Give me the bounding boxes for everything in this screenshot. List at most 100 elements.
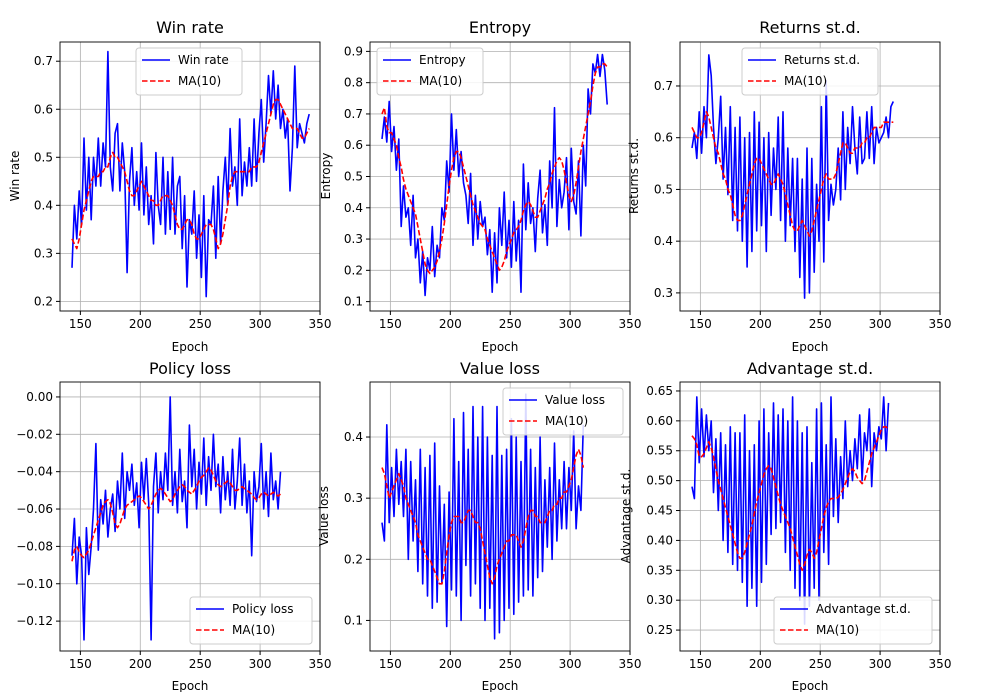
x-tick-label: 150 xyxy=(69,657,92,671)
y-tick-label: 0.45 xyxy=(646,504,673,518)
x-tick-label: 200 xyxy=(439,317,462,331)
series-line xyxy=(381,393,585,640)
legend-entry-ma: MA(10) xyxy=(784,74,827,88)
series-line xyxy=(71,467,281,562)
legend-entry-series: Advantage st.d. xyxy=(816,602,911,616)
x-tick-label: 200 xyxy=(749,657,772,671)
y-tick-label: 0.6 xyxy=(654,131,673,145)
x-tick-label: 200 xyxy=(129,657,152,671)
x-tick-label: 250 xyxy=(189,317,212,331)
y-tick-label: 0.5 xyxy=(34,150,53,164)
x-tick-label: 200 xyxy=(439,657,462,671)
y-tick-label: 0.00 xyxy=(26,390,53,404)
y-tick-label: 0.3 xyxy=(654,286,673,300)
x-tick-label: 350 xyxy=(619,657,642,671)
x-tick-label: 350 xyxy=(929,657,952,671)
x-tick-label: 350 xyxy=(619,317,642,331)
y-tick-label: 0.7 xyxy=(34,54,53,68)
y-tick-label: 0.1 xyxy=(344,613,363,627)
panel-title: Win rate xyxy=(156,18,224,37)
axes-frame xyxy=(59,381,321,652)
x-tick-label: 300 xyxy=(559,657,582,671)
y-tick-label: 0.30 xyxy=(646,593,673,607)
y-tick-label: 0.6 xyxy=(34,102,53,116)
y-tick-label: −0.04 xyxy=(16,465,53,479)
x-tick-label: 250 xyxy=(809,317,832,331)
x-tick-label: 200 xyxy=(129,317,152,331)
y-tick-label: 0.25 xyxy=(646,623,673,637)
y-tick-label: 0.2 xyxy=(344,263,363,277)
y-tick-label: 0.55 xyxy=(646,444,673,458)
legend: Policy loss MA(10) xyxy=(189,596,313,645)
x-axis-label: Epoch xyxy=(792,679,829,692)
x-tick-label: 350 xyxy=(309,317,332,331)
x-tick-label: 150 xyxy=(689,317,712,331)
series-line xyxy=(71,50,310,298)
y-tick-label: 0.2 xyxy=(344,552,363,566)
panel-value-loss: Value loss Epoch Value loss 150 200 250 300… xyxy=(317,359,641,692)
axes-frame xyxy=(369,381,631,652)
legend-entry-series: Entropy xyxy=(419,53,466,67)
legend: Win rate MA(10) xyxy=(135,47,243,96)
y-tick-label: 0.1 xyxy=(344,295,363,309)
legend-entry-ma: MA(10) xyxy=(232,623,275,637)
x-tick-label: 300 xyxy=(559,317,582,331)
x-tick-label: 150 xyxy=(379,657,402,671)
y-tick-label: 0.2 xyxy=(34,294,53,308)
y-tick-label: 0.5 xyxy=(654,182,673,196)
y-tick-label: 0.3 xyxy=(34,246,53,260)
x-tick-label: 350 xyxy=(309,657,332,671)
x-tick-label: 200 xyxy=(749,317,772,331)
panel-title: Returns st.d. xyxy=(759,18,860,37)
y-tick-label: −0.08 xyxy=(16,539,53,553)
y-tick-label: 0.3 xyxy=(344,491,363,505)
legend-entry-series: Value loss xyxy=(545,393,605,407)
y-tick-label: 0.40 xyxy=(646,533,673,547)
y-tick-label: −0.06 xyxy=(16,502,53,516)
y-tick-label: 0.4 xyxy=(344,430,363,444)
panel-win-rate: Win rate Epoch Win rate 150 200 250 300 350 0… xyxy=(8,18,331,354)
legend-entry-series: Win rate xyxy=(178,53,229,67)
y-tick-label: 0.50 xyxy=(646,474,673,488)
x-tick-label: 300 xyxy=(249,657,272,671)
x-tick-label: 150 xyxy=(379,317,402,331)
panel-advantage-std: Advantage st.d. Epoch Advantage st.d. 15… xyxy=(619,359,951,692)
x-axis-label: Epoch xyxy=(482,340,519,354)
panel-title: Advantage st.d. xyxy=(747,359,873,378)
x-tick-label: 300 xyxy=(249,317,272,331)
panel-title: Value loss xyxy=(460,359,540,378)
y-tick-label: 0.7 xyxy=(654,79,673,93)
y-tick-label: 0.8 xyxy=(344,76,363,90)
legend-entry-ma: MA(10) xyxy=(178,74,221,88)
axes-frame xyxy=(679,41,941,312)
legend-entry-series: Returns st.d. xyxy=(784,53,860,67)
x-axis-label: Epoch xyxy=(792,340,829,354)
panel-title: Entropy xyxy=(469,18,531,37)
y-tick-label: 0.3 xyxy=(344,232,363,246)
legend-entry-ma: MA(10) xyxy=(545,414,588,428)
x-tick-label: 250 xyxy=(499,317,522,331)
legend-entry-series: Policy loss xyxy=(232,602,294,616)
y-tick-label: 0.5 xyxy=(344,170,363,184)
y-tick-label: −0.12 xyxy=(16,614,53,628)
x-tick-label: 300 xyxy=(869,657,892,671)
legend: Returns st.d. MA(10) xyxy=(741,47,879,96)
panel-title: Policy loss xyxy=(149,359,231,378)
legend-entry-ma: MA(10) xyxy=(816,623,859,637)
x-tick-label: 350 xyxy=(929,317,952,331)
y-tick-label: 0.9 xyxy=(344,44,363,58)
y-tick-label: 0.4 xyxy=(344,201,363,215)
panel-returns-std: Returns st.d. Epoch Returns st.d. 150 200… xyxy=(627,18,951,354)
series-line xyxy=(71,98,310,250)
legend-entry-ma: MA(10) xyxy=(419,74,462,88)
legend: Entropy MA(10) xyxy=(376,47,484,96)
x-axis-label: Epoch xyxy=(482,679,519,692)
y-axis-label: Value loss xyxy=(317,486,331,546)
y-tick-label: 0.35 xyxy=(646,563,673,577)
legend: Value loss MA(10) xyxy=(502,387,624,436)
legend-frame xyxy=(773,596,933,645)
y-tick-label: −0.02 xyxy=(16,427,53,441)
y-tick-label: 0.65 xyxy=(646,384,673,398)
x-tick-label: 150 xyxy=(689,657,712,671)
y-tick-label: 0.4 xyxy=(34,198,53,212)
